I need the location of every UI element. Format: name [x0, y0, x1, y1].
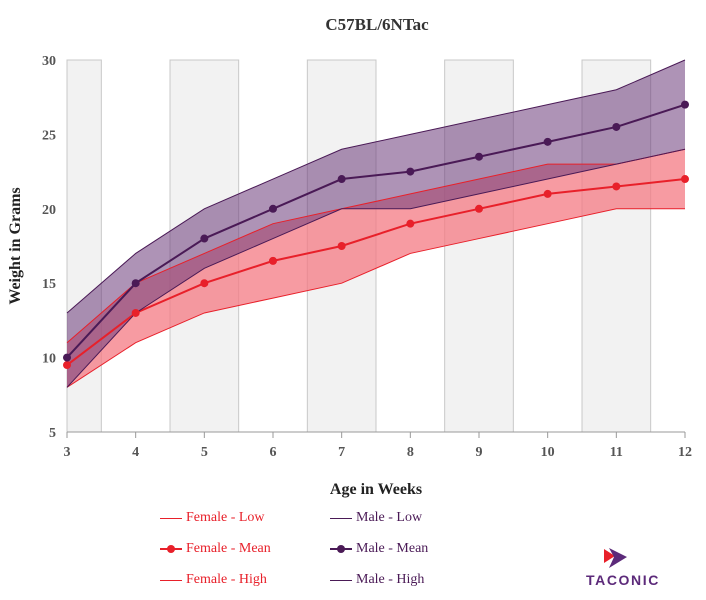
legend-item-female-high[interactable]: Female - High	[160, 570, 330, 589]
taconic-logo: TACONIC	[578, 546, 670, 592]
data-point-female-mean[interactable]	[269, 256, 277, 265]
y-tick-label: 30	[42, 54, 56, 69]
legend-label: Female - Mean	[186, 540, 271, 556]
data-point-male-mean[interactable]	[131, 279, 140, 288]
male-range-area	[67, 60, 685, 388]
data-point-male-mean[interactable]	[612, 122, 621, 131]
x-tick-label: 9	[476, 445, 483, 460]
series-lines	[66, 59, 686, 388]
y-tick-label: 10	[42, 352, 56, 367]
x-tick-label: 5	[201, 445, 208, 460]
y-axis-title: Weight in Grams	[7, 187, 24, 304]
legend-label: Female - High	[186, 571, 267, 587]
x-tick-label: 7	[338, 445, 345, 460]
legend-label: Male - High	[356, 571, 425, 587]
legend-item-male-low[interactable]: Male - Low	[330, 508, 500, 527]
male-range-fill	[67, 60, 685, 388]
series-line-male-low[interactable]	[66, 148, 686, 388]
x-tick-label: 10	[541, 445, 555, 460]
legend-swatch-male-low	[330, 512, 352, 524]
x-tick-label: 8	[407, 445, 414, 460]
x-tick-label: 12	[678, 445, 692, 460]
taconic-logo-icon	[604, 548, 627, 568]
data-point-female-mean[interactable]	[337, 242, 346, 250]
data-point-female-mean[interactable]	[475, 204, 483, 213]
x-tick-label: 3	[64, 445, 71, 460]
data-point-female-mean[interactable]	[131, 308, 140, 317]
legend-swatch-male-mean	[330, 543, 352, 555]
data-point-female-mean[interactable]	[200, 279, 209, 288]
x-tick-label: 6	[270, 445, 277, 460]
legend-item-male-mean[interactable]: Male - Mean	[330, 539, 500, 558]
data-point-male-mean[interactable]	[63, 353, 71, 362]
legend-swatch-female-high	[160, 574, 182, 586]
data-point-male-mean[interactable]	[200, 234, 209, 243]
legend-label: Male - Low	[356, 509, 423, 525]
data-point-male-mean[interactable]	[406, 167, 415, 176]
x-axis-title: Age in Weeks	[330, 481, 422, 498]
series-markers	[63, 100, 689, 370]
series-line-male-high[interactable]	[66, 59, 686, 314]
legend-item-female-low[interactable]: Female - Low	[160, 508, 330, 527]
legend-item-female-mean[interactable]: Female - Mean	[160, 539, 330, 558]
y-tick-label: 5	[49, 426, 56, 441]
x-tick-label: 4	[132, 445, 139, 460]
data-point-male-mean[interactable]	[681, 100, 689, 109]
series-line-female-high[interactable]	[66, 148, 686, 344]
data-point-female-mean[interactable]	[612, 182, 621, 191]
data-point-female-mean[interactable]	[543, 189, 552, 198]
data-point-male-mean[interactable]	[543, 137, 552, 146]
data-point-female-mean[interactable]	[681, 175, 689, 184]
legend-label: Male - Mean	[356, 540, 429, 556]
legend-swatch-male-high	[330, 574, 352, 586]
chart-title: C57BL/6NTac	[325, 15, 429, 34]
legend-label: Female - Low	[186, 509, 265, 525]
legend-swatch-female-low	[160, 512, 182, 524]
x-tick-label: 11	[610, 445, 623, 460]
data-point-male-mean[interactable]	[475, 152, 483, 161]
series-line-female-low[interactable]	[66, 208, 685, 388]
x-axis: 3 4 5 6 7 8 9 10 11 12	[64, 431, 692, 460]
series-line-female-mean[interactable]	[66, 178, 686, 366]
data-point-male-mean[interactable]	[337, 175, 346, 184]
legend-item-male-high[interactable]: Male - High	[330, 570, 500, 589]
y-axis: 5 10 15 20 25 30	[42, 54, 56, 441]
legend-swatch-female-mean	[160, 543, 182, 555]
data-point-male-mean[interactable]	[269, 204, 277, 213]
series-line-male-mean[interactable]	[66, 103, 686, 359]
data-point-female-mean[interactable]	[63, 361, 71, 370]
logo-text: TACONIC	[586, 572, 660, 588]
y-tick-label: 25	[42, 128, 56, 143]
data-point-female-mean[interactable]	[406, 219, 415, 228]
y-tick-label: 15	[42, 277, 56, 292]
y-tick-label: 20	[42, 203, 56, 218]
legend: Female - Low Male - Low Female - Mean Ma…	[160, 508, 500, 589]
